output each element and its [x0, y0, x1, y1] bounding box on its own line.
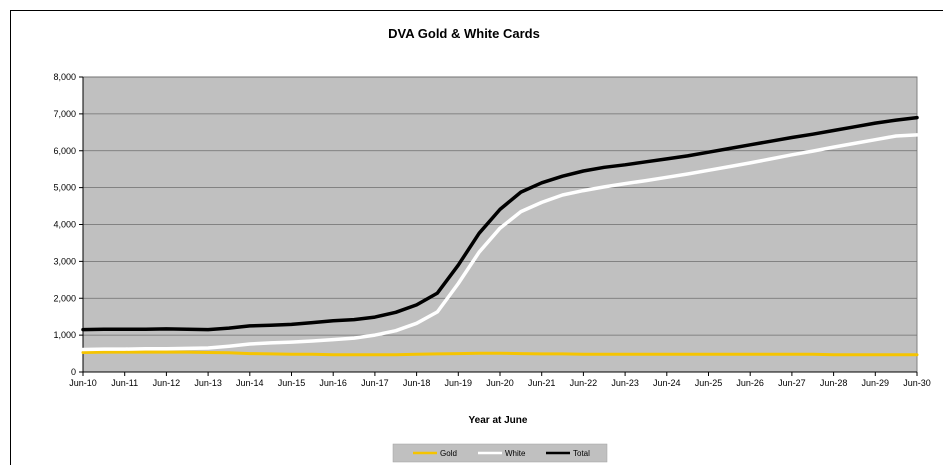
series-line-white	[81, 133, 919, 352]
legend: Gold White Total	[392, 443, 608, 463]
series-lines	[81, 115, 919, 357]
y-tick-label: 1,000	[53, 330, 76, 340]
chart-frame	[10, 10, 943, 465]
series-line-gold	[81, 350, 919, 357]
y-tick-label: 7,000	[53, 109, 76, 119]
chart-title: DVA Gold & White Cards	[388, 26, 540, 41]
y-axis: 0 1,000 2,000 3,000 4,000 5,000 6,000 7,000 8,00…	[53, 72, 84, 377]
x-tick-label: Jun-21	[528, 378, 556, 388]
x-tick-label: Jun-28	[820, 378, 848, 388]
x-tick-label: Jun-29	[862, 378, 890, 388]
x-tick-label: Jun-22	[570, 378, 598, 388]
x-tick-label: Jun-20	[486, 378, 514, 388]
x-tick-label: Jun-26	[736, 378, 764, 388]
x-tick-label: Jun-15	[278, 378, 306, 388]
x-tick-label: Jun-14	[236, 378, 264, 388]
x-axis-title: Year at June	[469, 415, 528, 426]
legend-label-total: Total	[573, 449, 590, 458]
y-tick-label: 6,000	[53, 146, 76, 156]
legend-label-gold: Gold	[440, 449, 457, 458]
x-tick-label: Jun-12	[153, 378, 181, 388]
y-tick-label: 5,000	[53, 183, 76, 193]
x-tick-label: Jun-27	[778, 378, 806, 388]
x-tick-label: Jun-24	[653, 378, 681, 388]
y-tick-label: 3,000	[53, 256, 76, 266]
series-line-total	[81, 115, 919, 332]
x-tick-label: Jun-17	[361, 378, 389, 388]
x-tick-label: Jun-11	[111, 378, 138, 388]
x-tick-label: Jun-30	[903, 378, 931, 388]
x-axis: Jun-10 Jun-11 Jun-12 Jun-13 Jun-14 Jun-15 Jun-…	[69, 371, 931, 388]
y-tick-label: 0	[71, 367, 76, 377]
x-tick-label: Jun-16	[319, 378, 347, 388]
x-tick-label: Jun-19	[445, 378, 473, 388]
legend-label-white: White	[505, 449, 526, 458]
x-tick-label: Jun-10	[69, 378, 97, 388]
y-tick-label: 8,000	[53, 72, 76, 82]
x-tick-label: Jun-23	[611, 378, 639, 388]
y-tick-label: 4,000	[53, 220, 76, 230]
x-tick-label: Jun-25	[695, 378, 723, 388]
x-tick-label: Jun-13	[194, 378, 222, 388]
x-tick-label: Jun-18	[403, 378, 431, 388]
grid-lines	[83, 76, 917, 336]
y-tick-label: 2,000	[53, 293, 76, 303]
